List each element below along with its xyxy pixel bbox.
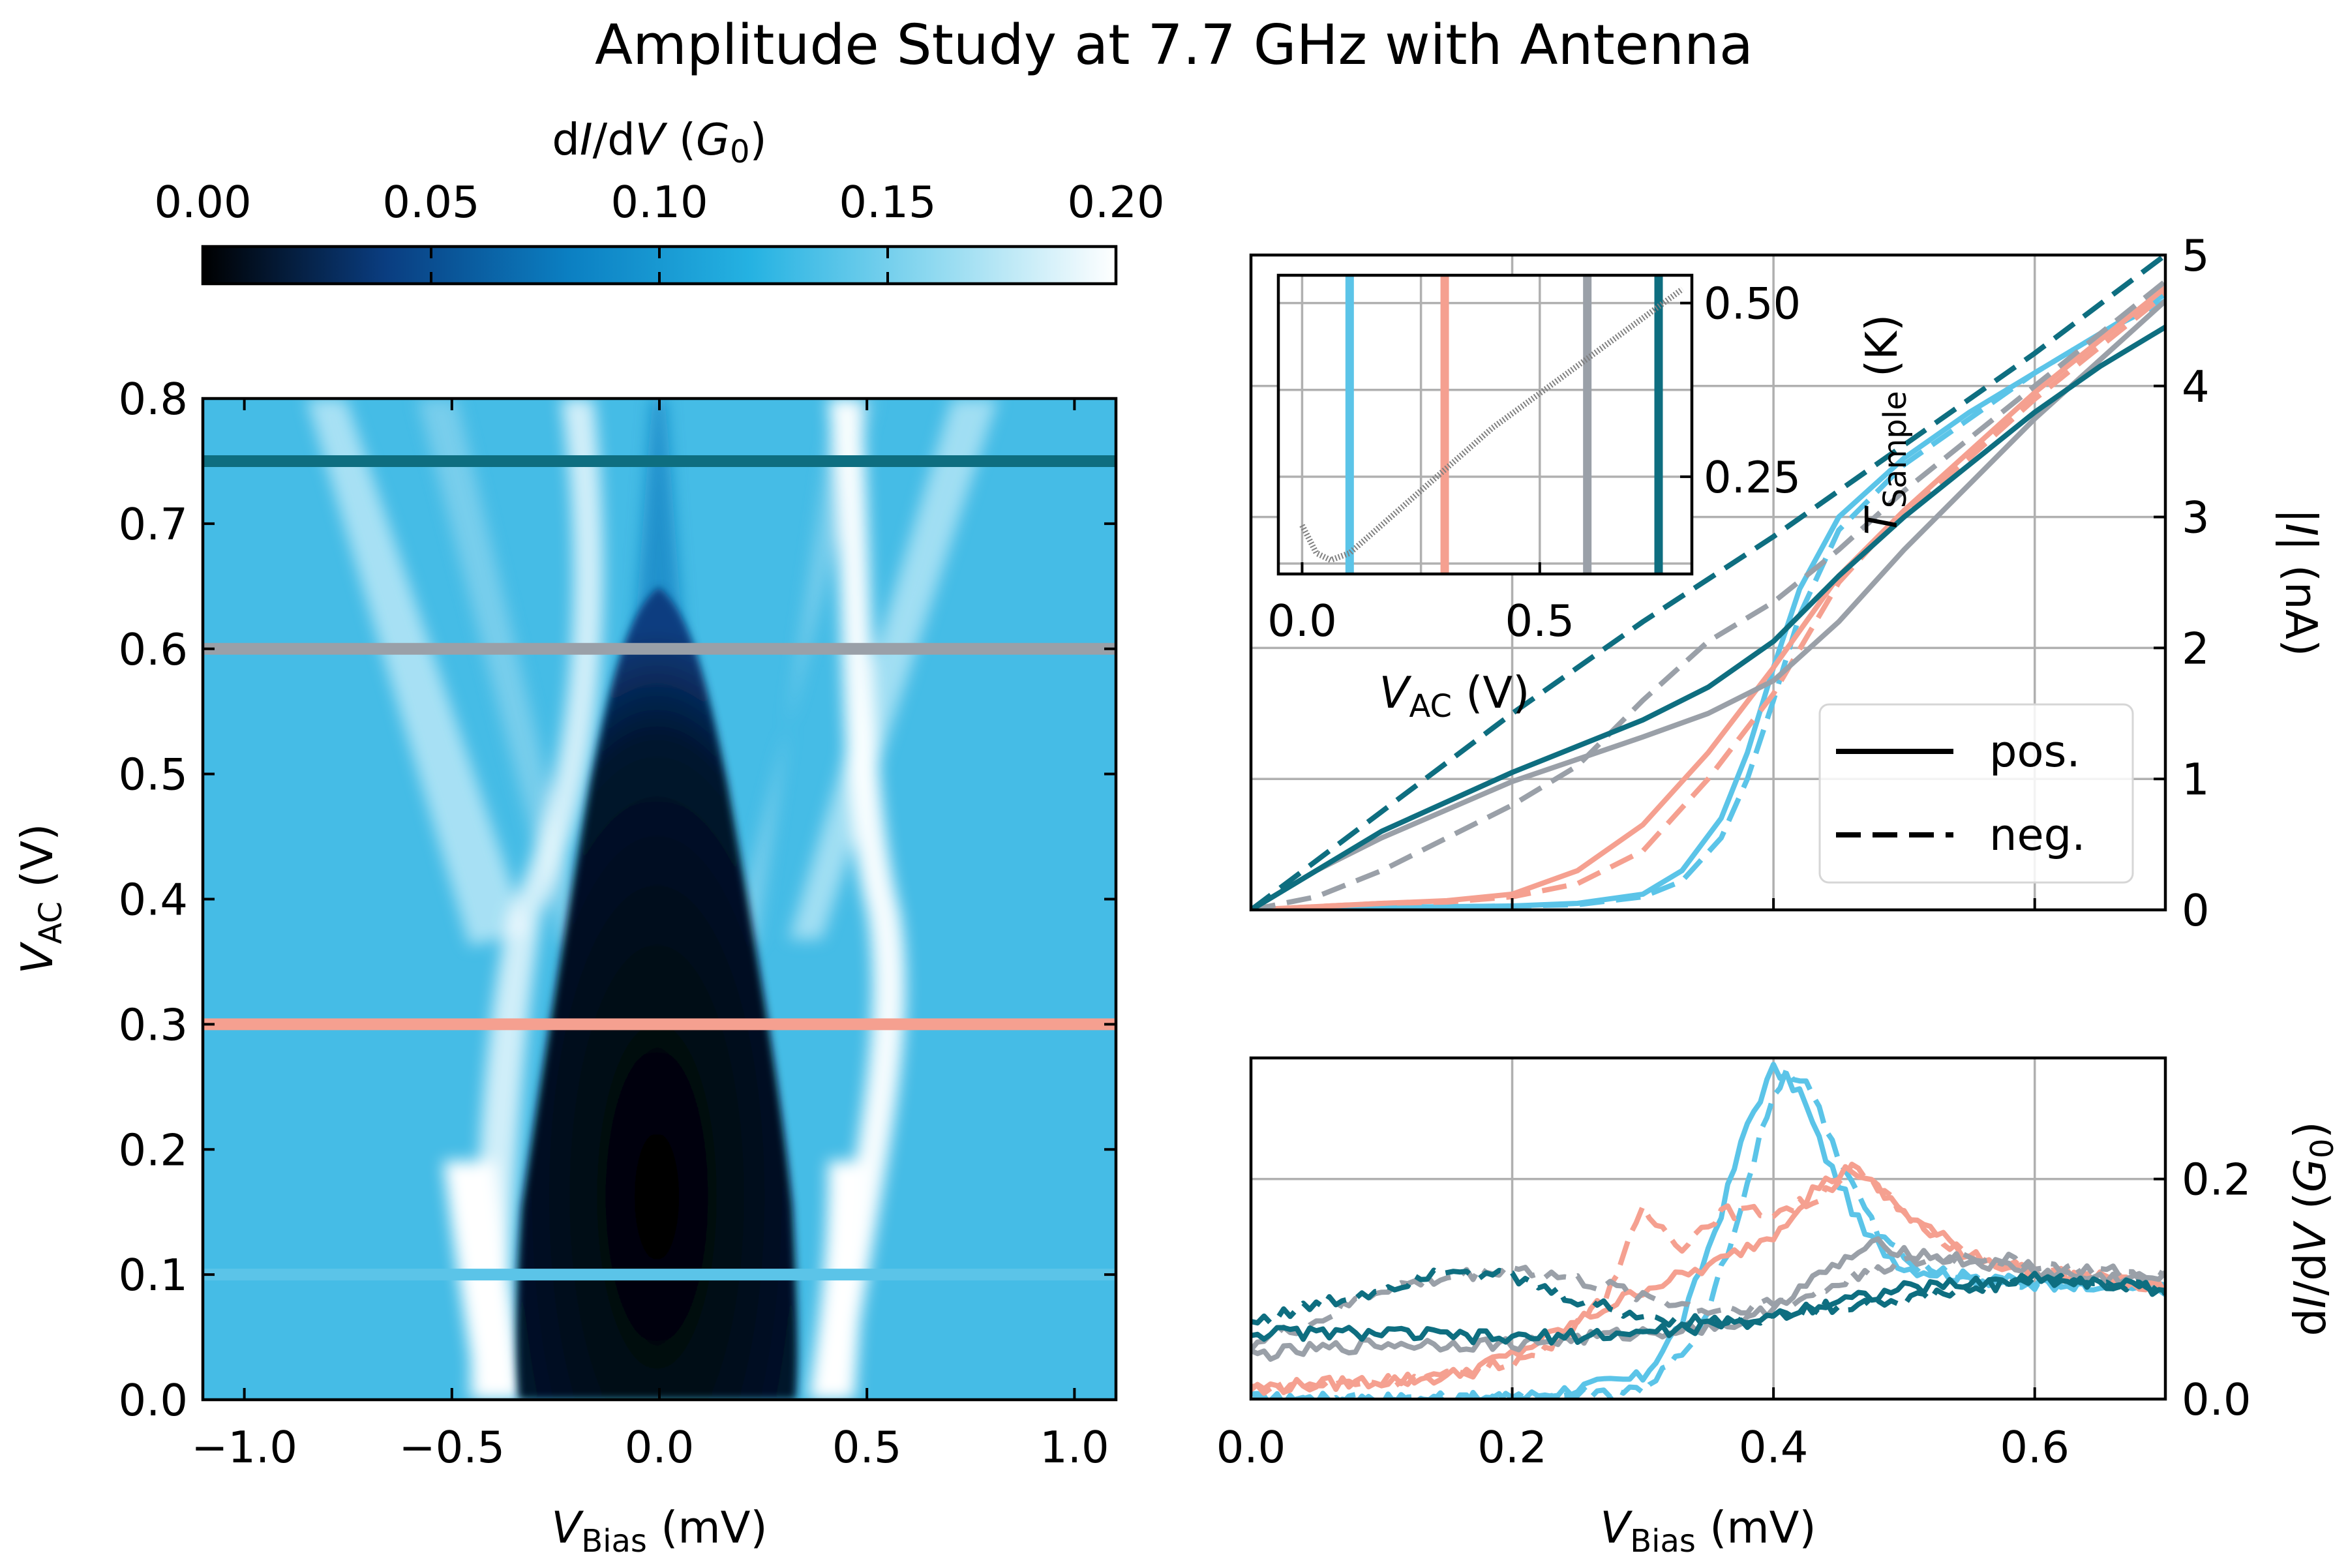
didv-xlabel: VBias (mV): [1600, 1502, 1816, 1560]
didv-xtick-label: 0.0: [1216, 1422, 1286, 1473]
colorbar-tick-label: 0.20: [1067, 177, 1164, 228]
colormap-xtick-label: −1.0: [191, 1422, 297, 1473]
current-ytick-label: 3: [2182, 492, 2210, 543]
colormap-features: [307, 399, 998, 1400]
current-panel: 0 1 2 3 4 5 |I| (nA) pos. neg.: [1249, 230, 2326, 936]
didv-xtick-label: 0.6: [2000, 1422, 2070, 1473]
didv-series-line: [1251, 1162, 2165, 1396]
current-frame: [1249, 253, 2167, 912]
colormap-ytick-label: 0.3: [118, 999, 188, 1050]
colormap-ytick-label: 0.8: [118, 374, 188, 425]
colormap-panel: −1.0 −0.5 0.0 0.5 1.0 0.0 0.1 0.2 0.3 0.4 0.5 0.6 0.…: [12, 374, 1118, 1560]
didv-series-line: [1251, 1061, 2165, 1399]
colorbar-tick-label: 0.10: [610, 177, 708, 228]
didv-xtick-label: 0.2: [1477, 1422, 1547, 1473]
inset-panel: 0.0 0.5 0.25 0.50 VAC (V) TSample (K): [1267, 273, 1914, 725]
inset-ytick-label: 0.50: [1704, 279, 1801, 329]
didv-frame: [1249, 1056, 2167, 1401]
current-ytick-label: 1: [2182, 754, 2210, 805]
colormap-ylabel: VAC (V): [12, 824, 69, 974]
didv-xtick-label: 0.4: [1739, 1422, 1809, 1473]
current-ytick-label: 2: [2182, 623, 2210, 674]
didv-ytick-label: 0.0: [2182, 1374, 2251, 1425]
legend-box: [1818, 703, 2134, 884]
inset-ylabel: TSample (K): [1856, 314, 1914, 535]
current-ytick-label: 0: [2182, 885, 2210, 936]
colormap-xtick-label: 0.5: [832, 1422, 902, 1473]
colorbar-tick-label: 0.00: [154, 177, 251, 228]
colormap-ytick-label: 0.6: [118, 624, 188, 675]
colormap-ytick-label: 0.5: [118, 749, 188, 800]
colormap-xlabel: VBias (mV): [551, 1502, 767, 1560]
colormap-ytick-label: 0.0: [118, 1375, 188, 1426]
current-series-line: [1251, 255, 2165, 910]
colormap-xtick-label: 0.0: [625, 1422, 695, 1473]
didv-series-line: [1251, 1267, 2165, 1328]
colormap-ytick-label: 0.1: [118, 1250, 188, 1301]
colormap-xtick-label: 1.0: [1040, 1422, 1109, 1473]
current-ytick-label: 4: [2182, 361, 2210, 412]
colorbar-label: dI/dV (G0): [552, 114, 766, 170]
current-series-line: [1251, 298, 2165, 910]
didv-series-line: [1251, 1066, 2165, 1399]
colormap-superconducting-gap: [516, 587, 798, 1400]
inset-background: [1278, 275, 1692, 574]
figure-title: Amplitude Study at 7.7 GHz with Antenna: [595, 13, 1753, 78]
didv-panel: 0.0 0.2 0.4 0.6 0.0 0.2 VBias (mV) dI/dV (G0): [1216, 1056, 2341, 1560]
legend-entry-neg: neg.: [1989, 809, 2086, 860]
current-ylabel: |I| (nA): [2276, 509, 2326, 657]
legend: pos. neg.: [1818, 703, 2134, 884]
colorbar: 0.00 0.05 0.10 0.15 0.20 dI/dV (G0): [154, 114, 1165, 286]
didv-ylabel: dI/dV (G0): [2285, 1121, 2341, 1336]
colorbar-tick-label: 0.05: [382, 177, 479, 228]
inset-xlabel: VAC (V): [1379, 667, 1530, 725]
colormap-ytick-label: 0.4: [118, 875, 188, 926]
colormap-xtick-label: −0.5: [399, 1422, 505, 1473]
current-ytick-label: 5: [2182, 230, 2210, 281]
colorbar-tick-label: 0.15: [839, 177, 936, 228]
didv-series-line: [1251, 1251, 2165, 1351]
colormap-ytick-label: 0.7: [118, 499, 188, 550]
colormap-ytick-label: 0.2: [118, 1124, 188, 1175]
inset-ytick-label: 0.25: [1704, 452, 1801, 503]
inset-xtick-label: 0.5: [1505, 596, 1575, 646]
didv-ytick-label: 0.2: [2182, 1154, 2251, 1205]
legend-entry-pos: pos.: [1989, 726, 2081, 777]
current-series-line: [1251, 279, 2165, 910]
inset-xtick-label: 0.0: [1267, 596, 1337, 646]
current-series-line: [1251, 292, 2165, 910]
inset-frame: [1276, 273, 1694, 576]
current-series-line: [1251, 324, 2165, 910]
current-series-line: [1251, 299, 2165, 910]
